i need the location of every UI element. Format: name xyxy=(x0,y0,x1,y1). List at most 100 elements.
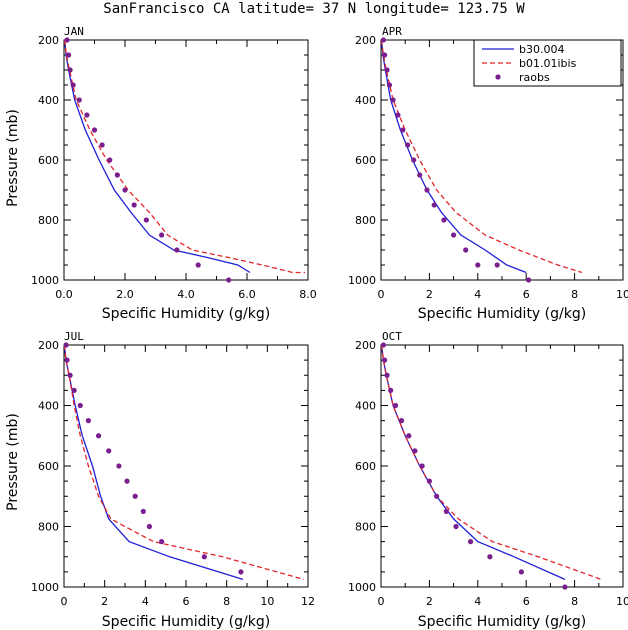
y-tick-label: 1000 xyxy=(348,581,376,594)
plot-frame-jan xyxy=(63,39,309,281)
raobs-point xyxy=(426,478,432,484)
raobs-point xyxy=(106,448,112,454)
plot-frame-jul xyxy=(63,344,309,588)
raobs-point xyxy=(380,37,387,43)
raobs-point xyxy=(174,247,180,253)
y-tick-label: 200 xyxy=(355,339,376,352)
raobs-point xyxy=(114,172,120,178)
raobs-point xyxy=(95,433,102,439)
x-tick-label: 4 xyxy=(142,595,149,608)
raobs-point xyxy=(424,187,430,193)
figure-title: SanFrancisco CA latitude= 37 N longitude… xyxy=(103,1,525,17)
y-tick-label: 600 xyxy=(355,154,376,167)
raobs-point xyxy=(475,262,481,268)
raobs-point xyxy=(159,539,165,545)
y-tick-label: 1000 xyxy=(31,274,59,287)
raobs-point xyxy=(140,508,146,514)
series-line-b01-01ibis xyxy=(63,344,305,581)
series-line-b30-004 xyxy=(63,39,251,274)
y-tick-label: 400 xyxy=(355,400,376,413)
y-tick-label: 600 xyxy=(355,460,376,473)
raobs-point xyxy=(67,372,73,378)
y-tick-label: 800 xyxy=(355,214,376,227)
x-tick-label: 10 xyxy=(616,595,628,608)
raobs-point xyxy=(85,418,91,424)
raobs-point xyxy=(76,97,82,103)
raobs-point xyxy=(380,342,387,348)
raobs-point xyxy=(107,157,113,163)
x-axis-label-apr: Specific Humidity (g/kg) xyxy=(418,306,586,322)
raobs-point xyxy=(116,463,122,469)
raobs-point xyxy=(84,112,90,118)
raobs-point xyxy=(77,402,83,409)
raobs-point xyxy=(64,37,70,43)
x-tick-label: 0 xyxy=(378,288,385,301)
x-tick-label: 0 xyxy=(378,595,385,608)
raobs-point xyxy=(99,142,105,148)
raobs-point xyxy=(467,539,474,545)
panel-label-jul: JUL xyxy=(64,330,84,343)
raobs-point xyxy=(417,172,423,178)
raobs-point xyxy=(159,232,165,238)
y-tick-label: 600 xyxy=(38,460,59,473)
raobs-point xyxy=(434,493,440,499)
x-tick-label: 2 xyxy=(426,288,433,301)
raobs-point xyxy=(451,232,457,238)
x-axis-label-jul: Specific Humidity (g/kg) xyxy=(102,614,270,630)
panel-jul: JUL Pressure (mb) Specific Humidity (g/k… xyxy=(5,330,315,630)
raobs-point xyxy=(91,127,98,133)
y-tick-label: 200 xyxy=(355,34,376,47)
raobs-point xyxy=(131,202,137,208)
legend-label-raobs: raobs xyxy=(519,71,550,84)
raobs-point xyxy=(384,67,390,73)
y-axis-label-jul: Pressure (mb) xyxy=(5,413,21,511)
series-line-b01-01ibis xyxy=(63,39,305,274)
x-axis-label-oct: Specific Humidity (g/kg) xyxy=(418,614,586,630)
raobs-point xyxy=(562,584,568,590)
raobs-point xyxy=(392,402,399,409)
x-tick-label: 12 xyxy=(301,595,315,608)
y-tick-label: 800 xyxy=(355,521,376,534)
raobs-point xyxy=(132,493,138,499)
x-tick-label: 6 xyxy=(523,288,530,301)
legend-label-b30: b30.004 xyxy=(519,43,564,56)
raobs-point xyxy=(453,523,459,530)
y-tick-label: 400 xyxy=(38,94,59,107)
legend-swatch-dot xyxy=(495,74,501,80)
y-tick-label: 1000 xyxy=(348,274,376,287)
legend-label-b01: b01.01ibis xyxy=(519,57,577,70)
x-tick-label: 10 xyxy=(616,288,628,301)
raobs-point xyxy=(143,217,149,223)
x-tick-label: 8 xyxy=(571,595,578,608)
raobs-point xyxy=(398,418,405,424)
x-tick-label: 8 xyxy=(223,595,230,608)
x-tick-label: 0 xyxy=(61,595,68,608)
y-tick-label: 200 xyxy=(38,34,59,47)
raobs-point xyxy=(382,357,388,363)
raobs-point xyxy=(238,569,244,575)
y-axis-label-jan: Pressure (mb) xyxy=(5,109,21,207)
raobs-point xyxy=(526,277,532,283)
raobs-point xyxy=(71,387,77,393)
raobs-point xyxy=(419,463,425,469)
raobs-point xyxy=(146,523,152,530)
plot-frame-oct xyxy=(380,344,624,588)
raobs-point xyxy=(400,127,406,133)
raobs-point xyxy=(65,52,72,58)
x-tick-label: 6.0 xyxy=(238,288,256,301)
x-tick-label: 2 xyxy=(101,595,108,608)
raobs-point xyxy=(395,112,401,118)
x-tick-label: 8 xyxy=(571,288,578,301)
raobs-point xyxy=(405,142,411,148)
x-tick-label: 6 xyxy=(523,595,530,608)
x-tick-label: 10 xyxy=(260,595,274,608)
y-tick-label: 600 xyxy=(38,154,59,167)
raobs-point xyxy=(382,52,388,58)
raobs-point xyxy=(63,342,69,348)
y-tick-label: 400 xyxy=(38,400,59,413)
raobs-point xyxy=(201,554,207,560)
raobs-point xyxy=(226,277,232,283)
x-tick-label: 8.0 xyxy=(299,288,317,301)
y-tick-label: 800 xyxy=(38,521,59,534)
